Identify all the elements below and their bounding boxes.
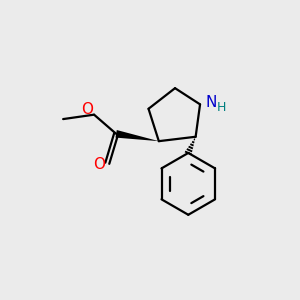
Polygon shape <box>116 130 159 141</box>
Text: O: O <box>82 102 94 117</box>
Text: H: H <box>217 101 226 114</box>
Text: O: O <box>93 157 105 172</box>
Text: N: N <box>206 95 217 110</box>
